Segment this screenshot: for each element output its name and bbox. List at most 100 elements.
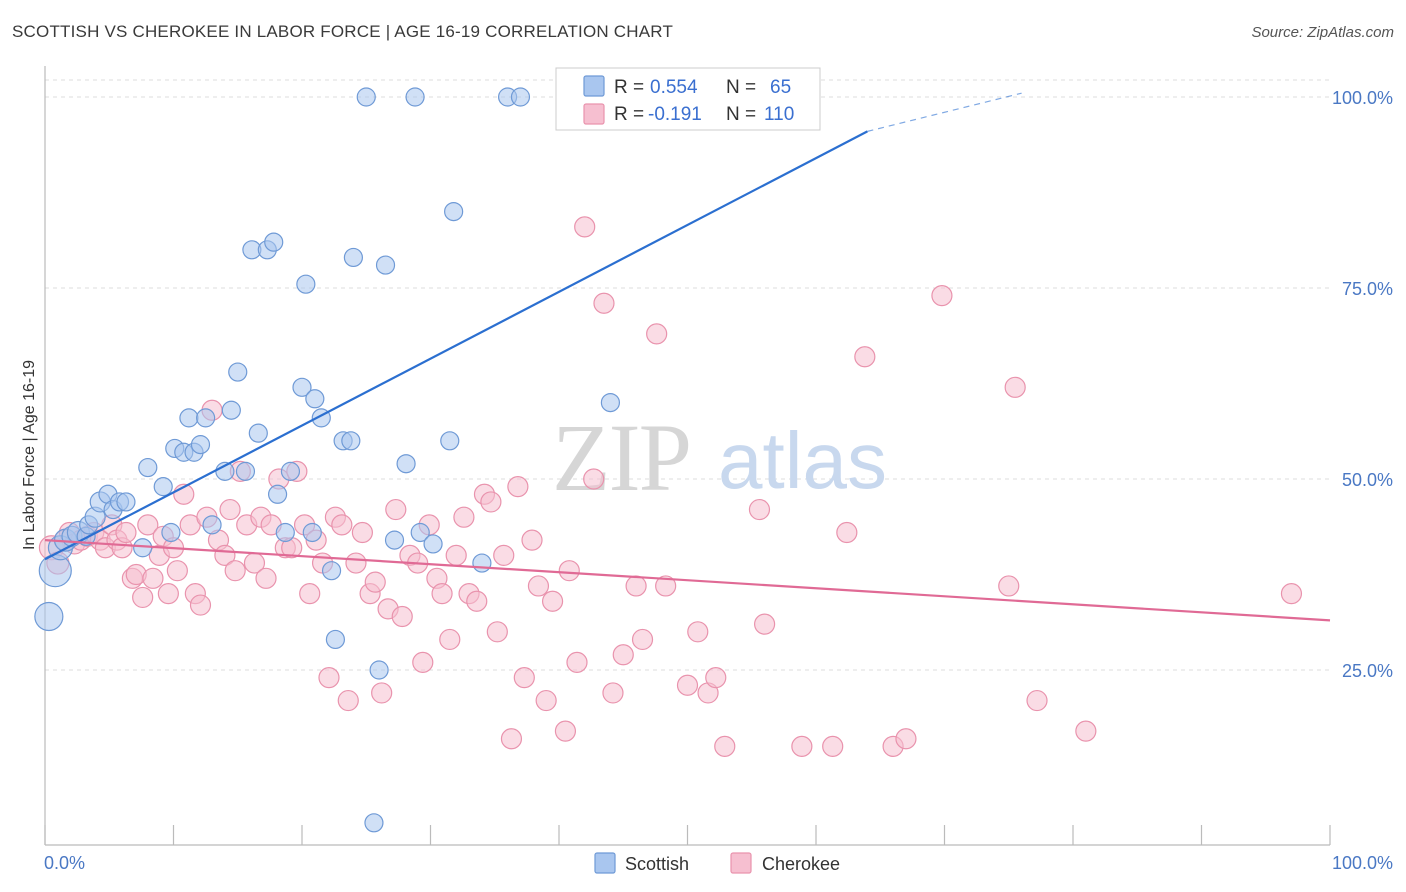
watermark-atlas: atlas — [718, 416, 887, 505]
point-cherokee-83 — [558, 560, 580, 582]
y-tick-label-1: 50.0% — [1342, 470, 1393, 490]
point-scottish-1 — [38, 554, 72, 588]
legend-r-value-cherokee: -0.191 — [648, 104, 702, 125]
point-cherokee-62 — [412, 651, 434, 673]
point-scottish-22 — [190, 435, 211, 455]
trend-lines — [44, 92, 1331, 622]
point-cherokee-104 — [854, 346, 876, 368]
legend-n-label-cherokee: N = — [726, 104, 756, 125]
point-scottish-54 — [423, 534, 443, 554]
point-scottish-34 — [275, 522, 295, 543]
watermark-zip: ZIP — [552, 404, 690, 511]
point-cherokee-65 — [431, 582, 453, 605]
point-cherokee-58 — [385, 498, 407, 521]
bottom-legend-label-cherokee: Cherokee — [762, 854, 840, 874]
point-scottish-51 — [405, 87, 425, 107]
chart-source: Source: ZipAtlas.com — [1251, 24, 1394, 41]
point-cherokee-103 — [836, 521, 858, 544]
point-scottish-32 — [264, 232, 284, 252]
point-cherokee-76 — [507, 476, 529, 498]
point-cherokee-50 — [331, 514, 353, 536]
point-cherokee-80 — [535, 689, 557, 712]
series-cherokee — [38, 216, 1303, 758]
point-cherokee-94 — [676, 674, 699, 696]
point-cherokee-45 — [299, 582, 321, 605]
point-cherokee-88 — [602, 682, 624, 704]
bottom-legend: Scottish Cherokee — [594, 852, 840, 874]
point-scottish-47 — [364, 813, 384, 833]
point-scottish-41 — [321, 561, 342, 581]
point-cherokee-33 — [224, 560, 246, 582]
point-cherokee-84 — [566, 651, 588, 673]
tick-labels: 25.0% 50.0% 75.0% 100.0% 0.0% 100.0% — [44, 88, 1393, 873]
chart-title: SCOTTISH VS CHEROKEE IN LABOR FORCE | AG… — [12, 22, 674, 41]
trend-line-scottish — [44, 130, 868, 561]
point-cherokee-13 — [115, 521, 137, 544]
point-cherokee-98 — [714, 735, 736, 758]
legend-n-value-cherokee: 110 — [764, 104, 794, 125]
point-cherokee-89 — [612, 644, 634, 666]
point-cherokee-56 — [371, 682, 393, 704]
point-scottish-42 — [325, 629, 346, 650]
point-scottish-35 — [280, 461, 301, 481]
point-scottish-61 — [600, 393, 621, 413]
bottom-legend-label-scottish: Scottish — [625, 854, 689, 874]
legend-n-value-scottish: 65 — [770, 77, 791, 98]
point-scottish-45 — [343, 247, 363, 268]
point-cherokee-23 — [166, 560, 188, 582]
point-scottish-52 — [410, 522, 430, 543]
point-cherokee-59 — [391, 605, 413, 628]
trend-line-scottish-extension — [867, 92, 1022, 132]
series-scottish — [34, 87, 621, 833]
point-scottish-36 — [292, 377, 312, 397]
point-scottish-44 — [341, 431, 361, 451]
point-cherokee-85 — [574, 216, 596, 238]
point-cherokee-100 — [753, 613, 776, 635]
point-cherokee-52 — [345, 552, 367, 574]
point-cherokee-95 — [687, 621, 709, 643]
point-scottish-17 — [161, 522, 181, 543]
point-cherokee-67 — [445, 544, 467, 567]
trend-line-cherokee — [44, 539, 1331, 622]
point-scottish-23 — [196, 408, 216, 428]
point-scottish-14 — [138, 457, 158, 478]
point-cherokee-109 — [1004, 376, 1026, 398]
point-cherokee-97 — [705, 667, 727, 689]
point-cherokee-99 — [748, 498, 771, 521]
point-cherokee-78 — [521, 529, 543, 551]
point-cherokee-111 — [1075, 720, 1097, 742]
point-scottish-55 — [440, 431, 460, 451]
x-tick-label-1: 100.0% — [1332, 853, 1393, 873]
point-cherokee-74 — [493, 544, 515, 567]
point-cherokee-90 — [625, 575, 647, 597]
point-scottish-13 — [116, 492, 136, 512]
point-scottish-38 — [302, 522, 322, 543]
point-scottish-46 — [356, 87, 376, 107]
point-scottish-20 — [179, 408, 199, 428]
point-cherokee-79 — [527, 575, 550, 597]
point-scottish-27 — [228, 362, 248, 382]
y-tick-label-0: 25.0% — [1342, 661, 1393, 681]
legend-n-label-scottish: N = — [726, 77, 756, 98]
point-cherokee-16 — [132, 586, 154, 609]
point-scottish-39 — [305, 389, 325, 409]
point-cherokee-82 — [554, 720, 577, 742]
point-cherokee-72 — [480, 491, 502, 513]
legend-swatch-scottish — [583, 75, 605, 97]
point-scottish-37 — [296, 274, 316, 294]
point-cherokee-92 — [646, 323, 668, 345]
point-cherokee-107 — [931, 285, 953, 307]
point-cherokee-87 — [593, 292, 615, 314]
point-scottish-49 — [375, 255, 396, 275]
point-cherokee-18 — [142, 567, 164, 589]
legend-r-value-scottish: 0.554 — [650, 77, 698, 98]
point-cherokee-38 — [255, 567, 277, 589]
point-cherokee-81 — [541, 590, 564, 612]
point-scottish-56 — [444, 202, 464, 222]
point-scottish-30 — [248, 423, 268, 443]
point-cherokee-53 — [351, 521, 373, 544]
point-cherokee-91 — [631, 628, 654, 651]
point-cherokee-51 — [337, 689, 359, 712]
point-cherokee-108 — [998, 575, 1020, 597]
point-cherokee-70 — [466, 590, 488, 612]
